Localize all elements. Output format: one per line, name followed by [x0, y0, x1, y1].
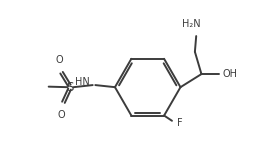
- Text: O: O: [58, 110, 65, 120]
- Text: HN: HN: [74, 78, 89, 88]
- Text: H₂N: H₂N: [182, 19, 200, 29]
- Text: S: S: [67, 81, 74, 94]
- Text: F: F: [177, 118, 182, 128]
- Text: OH: OH: [223, 69, 238, 79]
- Text: O: O: [55, 55, 63, 65]
